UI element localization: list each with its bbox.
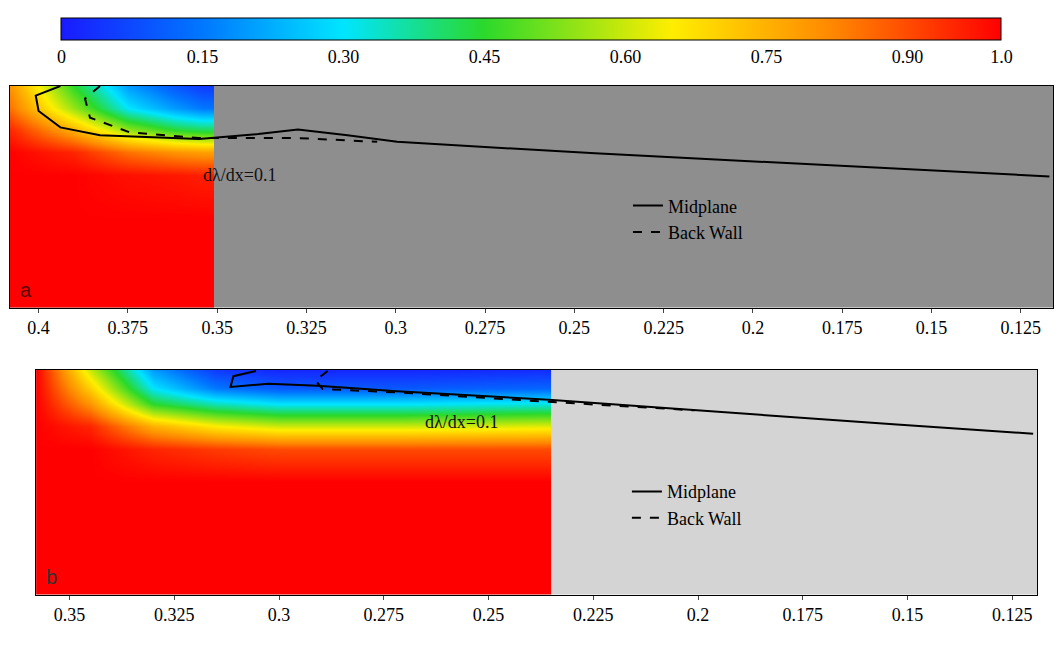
svg-text:0.15: 0.15	[187, 47, 219, 67]
svg-text:0.2: 0.2	[687, 605, 710, 625]
svg-text:0.3: 0.3	[268, 605, 291, 625]
svg-text:0.45: 0.45	[469, 47, 501, 67]
svg-text:0.125: 0.125	[992, 605, 1033, 625]
svg-text:0.325: 0.325	[286, 318, 327, 338]
svg-text:0.15: 0.15	[916, 318, 948, 338]
svg-text:0.375: 0.375	[108, 318, 148, 338]
svg-text:0.25: 0.25	[473, 605, 505, 625]
svg-text:0.35: 0.35	[201, 318, 233, 338]
svg-text:Midplane: Midplane	[668, 197, 737, 217]
svg-text:0.275: 0.275	[465, 318, 506, 338]
svg-text:dλ/dx=0.1: dλ/dx=0.1	[203, 165, 276, 185]
svg-text:Back Wall: Back Wall	[668, 223, 743, 243]
svg-text:0.25: 0.25	[559, 318, 591, 338]
svg-text:0.125: 0.125	[1001, 318, 1042, 338]
svg-text:Back Wall: Back Wall	[667, 509, 742, 529]
svg-text:0.2: 0.2	[742, 318, 765, 338]
svg-text:0: 0	[57, 47, 66, 67]
svg-text:0.225: 0.225	[573, 605, 614, 625]
svg-text:0.175: 0.175	[822, 318, 863, 338]
svg-text:0.35: 0.35	[54, 605, 86, 625]
svg-text:0.225: 0.225	[643, 318, 684, 338]
svg-text:0.4: 0.4	[27, 318, 50, 338]
svg-text:0.90: 0.90	[892, 47, 924, 67]
svg-text:b: b	[46, 566, 57, 588]
svg-text:0.275: 0.275	[364, 605, 405, 625]
svg-text:0.15: 0.15	[892, 605, 924, 625]
svg-text:dλ/dx=0.1: dλ/dx=0.1	[425, 412, 498, 432]
svg-text:0.325: 0.325	[154, 605, 195, 625]
svg-text:0.3: 0.3	[385, 318, 408, 338]
svg-text:0.75: 0.75	[751, 47, 783, 67]
svg-text:0.175: 0.175	[782, 605, 823, 625]
svg-text:a: a	[20, 279, 32, 301]
svg-text:0.60: 0.60	[610, 47, 642, 67]
svg-text:1.0: 1.0	[990, 47, 1013, 67]
svg-text:Midplane: Midplane	[667, 482, 736, 502]
svg-text:0.30: 0.30	[328, 47, 360, 67]
